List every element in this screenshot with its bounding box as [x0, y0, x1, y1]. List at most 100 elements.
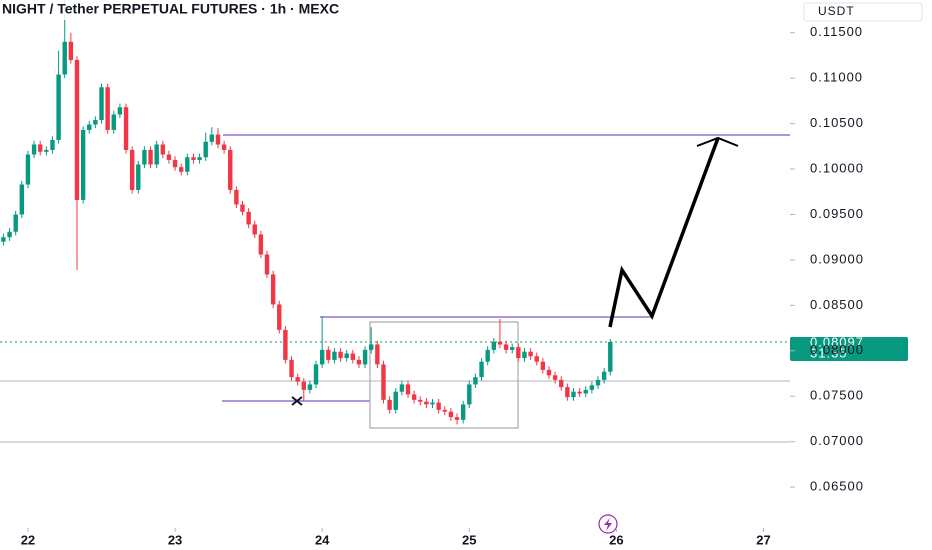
- x-tick-label: 27: [756, 532, 770, 547]
- candle-body: [80, 129, 86, 200]
- candle-body: [93, 119, 98, 125]
- y-tick-label: 0.10000: [810, 160, 864, 175]
- candle-body: [332, 351, 337, 360]
- candle-body: [203, 141, 208, 158]
- range-box: [369, 321, 519, 429]
- candle-body: [559, 379, 564, 388]
- x-tick-label: 22: [21, 532, 35, 547]
- candle-body: [485, 349, 490, 362]
- candle-body: [295, 377, 300, 382]
- candle-body: [356, 359, 362, 365]
- candle-body: [234, 189, 239, 205]
- candle-body: [142, 149, 147, 165]
- y-tick-label: 0.07000: [810, 433, 864, 448]
- candles: [1, 0, 613, 425]
- candle-body: [246, 211, 251, 225]
- candle-body: [178, 167, 184, 172]
- candle-body: [467, 384, 472, 405]
- x-marker: [291, 396, 303, 406]
- candle-body: [424, 401, 429, 405]
- y-tick-label: 0.08500: [810, 297, 864, 312]
- candle-body: [405, 384, 411, 395]
- lightning: [604, 518, 612, 531]
- candle-body: [154, 144, 159, 165]
- candle-body: [277, 304, 282, 330]
- title-bg: [0, 0, 600, 20]
- candle-body: [111, 114, 116, 130]
- candle-body: [497, 341, 503, 345]
- candle-body: [583, 389, 588, 394]
- candle-body: [522, 351, 527, 359]
- countdown: 31:35: [810, 345, 848, 360]
- candle-body: [38, 144, 43, 152]
- candle-body: [577, 391, 582, 394]
- candle-body: [369, 344, 374, 350]
- candle-body: [62, 41, 67, 75]
- candle-body: [7, 231, 12, 238]
- last-price-bg: [790, 336, 908, 361]
- candle-body: [307, 384, 313, 390]
- candle-body: [221, 144, 227, 150]
- candle-body: [491, 341, 497, 350]
- y-tick-label: 0.10500: [810, 115, 864, 130]
- candle-body: [338, 351, 343, 359]
- candle-body: [411, 394, 417, 400]
- candle-body: [589, 385, 595, 390]
- candle-body: [289, 359, 294, 378]
- candle-body: [1, 237, 6, 242]
- candle-body: [503, 344, 509, 350]
- candle-body: [387, 399, 392, 410]
- candle-body: [240, 204, 245, 212]
- candle-body: [393, 391, 398, 410]
- last-price-box: 0.08097 31:35: [790, 334, 908, 361]
- candle-body: [25, 154, 31, 185]
- candle-body: [13, 214, 18, 232]
- candle-body: [31, 144, 37, 155]
- candle-body: [448, 411, 454, 418]
- candle-body: [350, 353, 356, 360]
- candle-body: [87, 124, 92, 130]
- candle-body: [68, 41, 74, 60]
- candle-body: [19, 184, 25, 215]
- candle-body: [528, 351, 533, 357]
- candle-body: [473, 377, 478, 385]
- x-tick-label: 26: [609, 532, 623, 547]
- currency-box[interactable]: [803, 2, 923, 22]
- candle-body: [534, 356, 539, 362]
- candle-body: [166, 154, 172, 160]
- candle-body: [270, 274, 276, 305]
- candle-body: [148, 149, 153, 165]
- candle-body: [185, 157, 190, 172]
- candle-body: [540, 361, 546, 370]
- candle-body: [399, 384, 405, 392]
- y-tick-label: 0.11000: [810, 70, 863, 85]
- candle-body: [565, 387, 570, 398]
- candle-body: [430, 402, 435, 405]
- candle-body: [552, 375, 558, 380]
- candle-body: [264, 254, 270, 275]
- candle-body: [510, 347, 515, 350]
- candle-body: [197, 157, 202, 160]
- candle-body: [136, 164, 141, 190]
- drawings: [0, 134, 790, 443]
- candle-body: [301, 381, 306, 390]
- candle-body: [442, 409, 447, 412]
- candle-body: [362, 349, 368, 365]
- candle-body: [571, 391, 576, 398]
- candle-body: [99, 87, 104, 120]
- candle-body: [160, 144, 166, 155]
- candle-body: [436, 402, 441, 410]
- y-tick-label: 0.07500: [810, 388, 864, 403]
- y-tick-label: 0.09000: [810, 251, 864, 266]
- candle-body: [123, 107, 129, 150]
- candle-body: [228, 149, 233, 190]
- candle-body: [74, 59, 80, 200]
- currency: USDT: [818, 4, 855, 18]
- candle-body: [418, 399, 423, 402]
- candle-body: [313, 364, 319, 385]
- candle-body: [595, 379, 601, 386]
- candle-body: [326, 349, 331, 360]
- y-tick-label: 0.11500: [810, 24, 863, 39]
- candle-body: [319, 349, 325, 365]
